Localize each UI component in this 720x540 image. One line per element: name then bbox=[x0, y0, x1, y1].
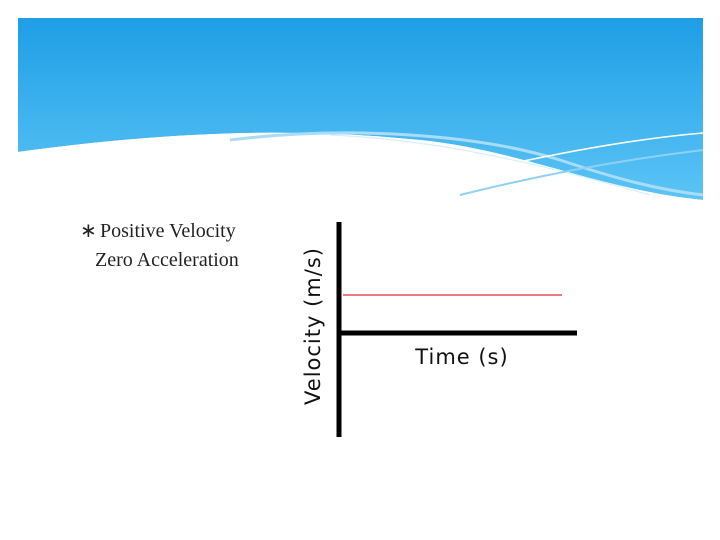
bullet-line: Positive Velocity bbox=[100, 220, 236, 242]
x-axis-label: Time (s) bbox=[414, 345, 508, 369]
header-banner bbox=[18, 18, 704, 202]
bullet-marker: ∗ bbox=[80, 220, 97, 242]
bullet-line: Zero Acceleration bbox=[95, 249, 239, 271]
y-axis-label: Velocity (m/s) bbox=[301, 247, 325, 405]
velocity-time-graph: Velocity (m/s) Time (s) bbox=[301, 222, 577, 437]
